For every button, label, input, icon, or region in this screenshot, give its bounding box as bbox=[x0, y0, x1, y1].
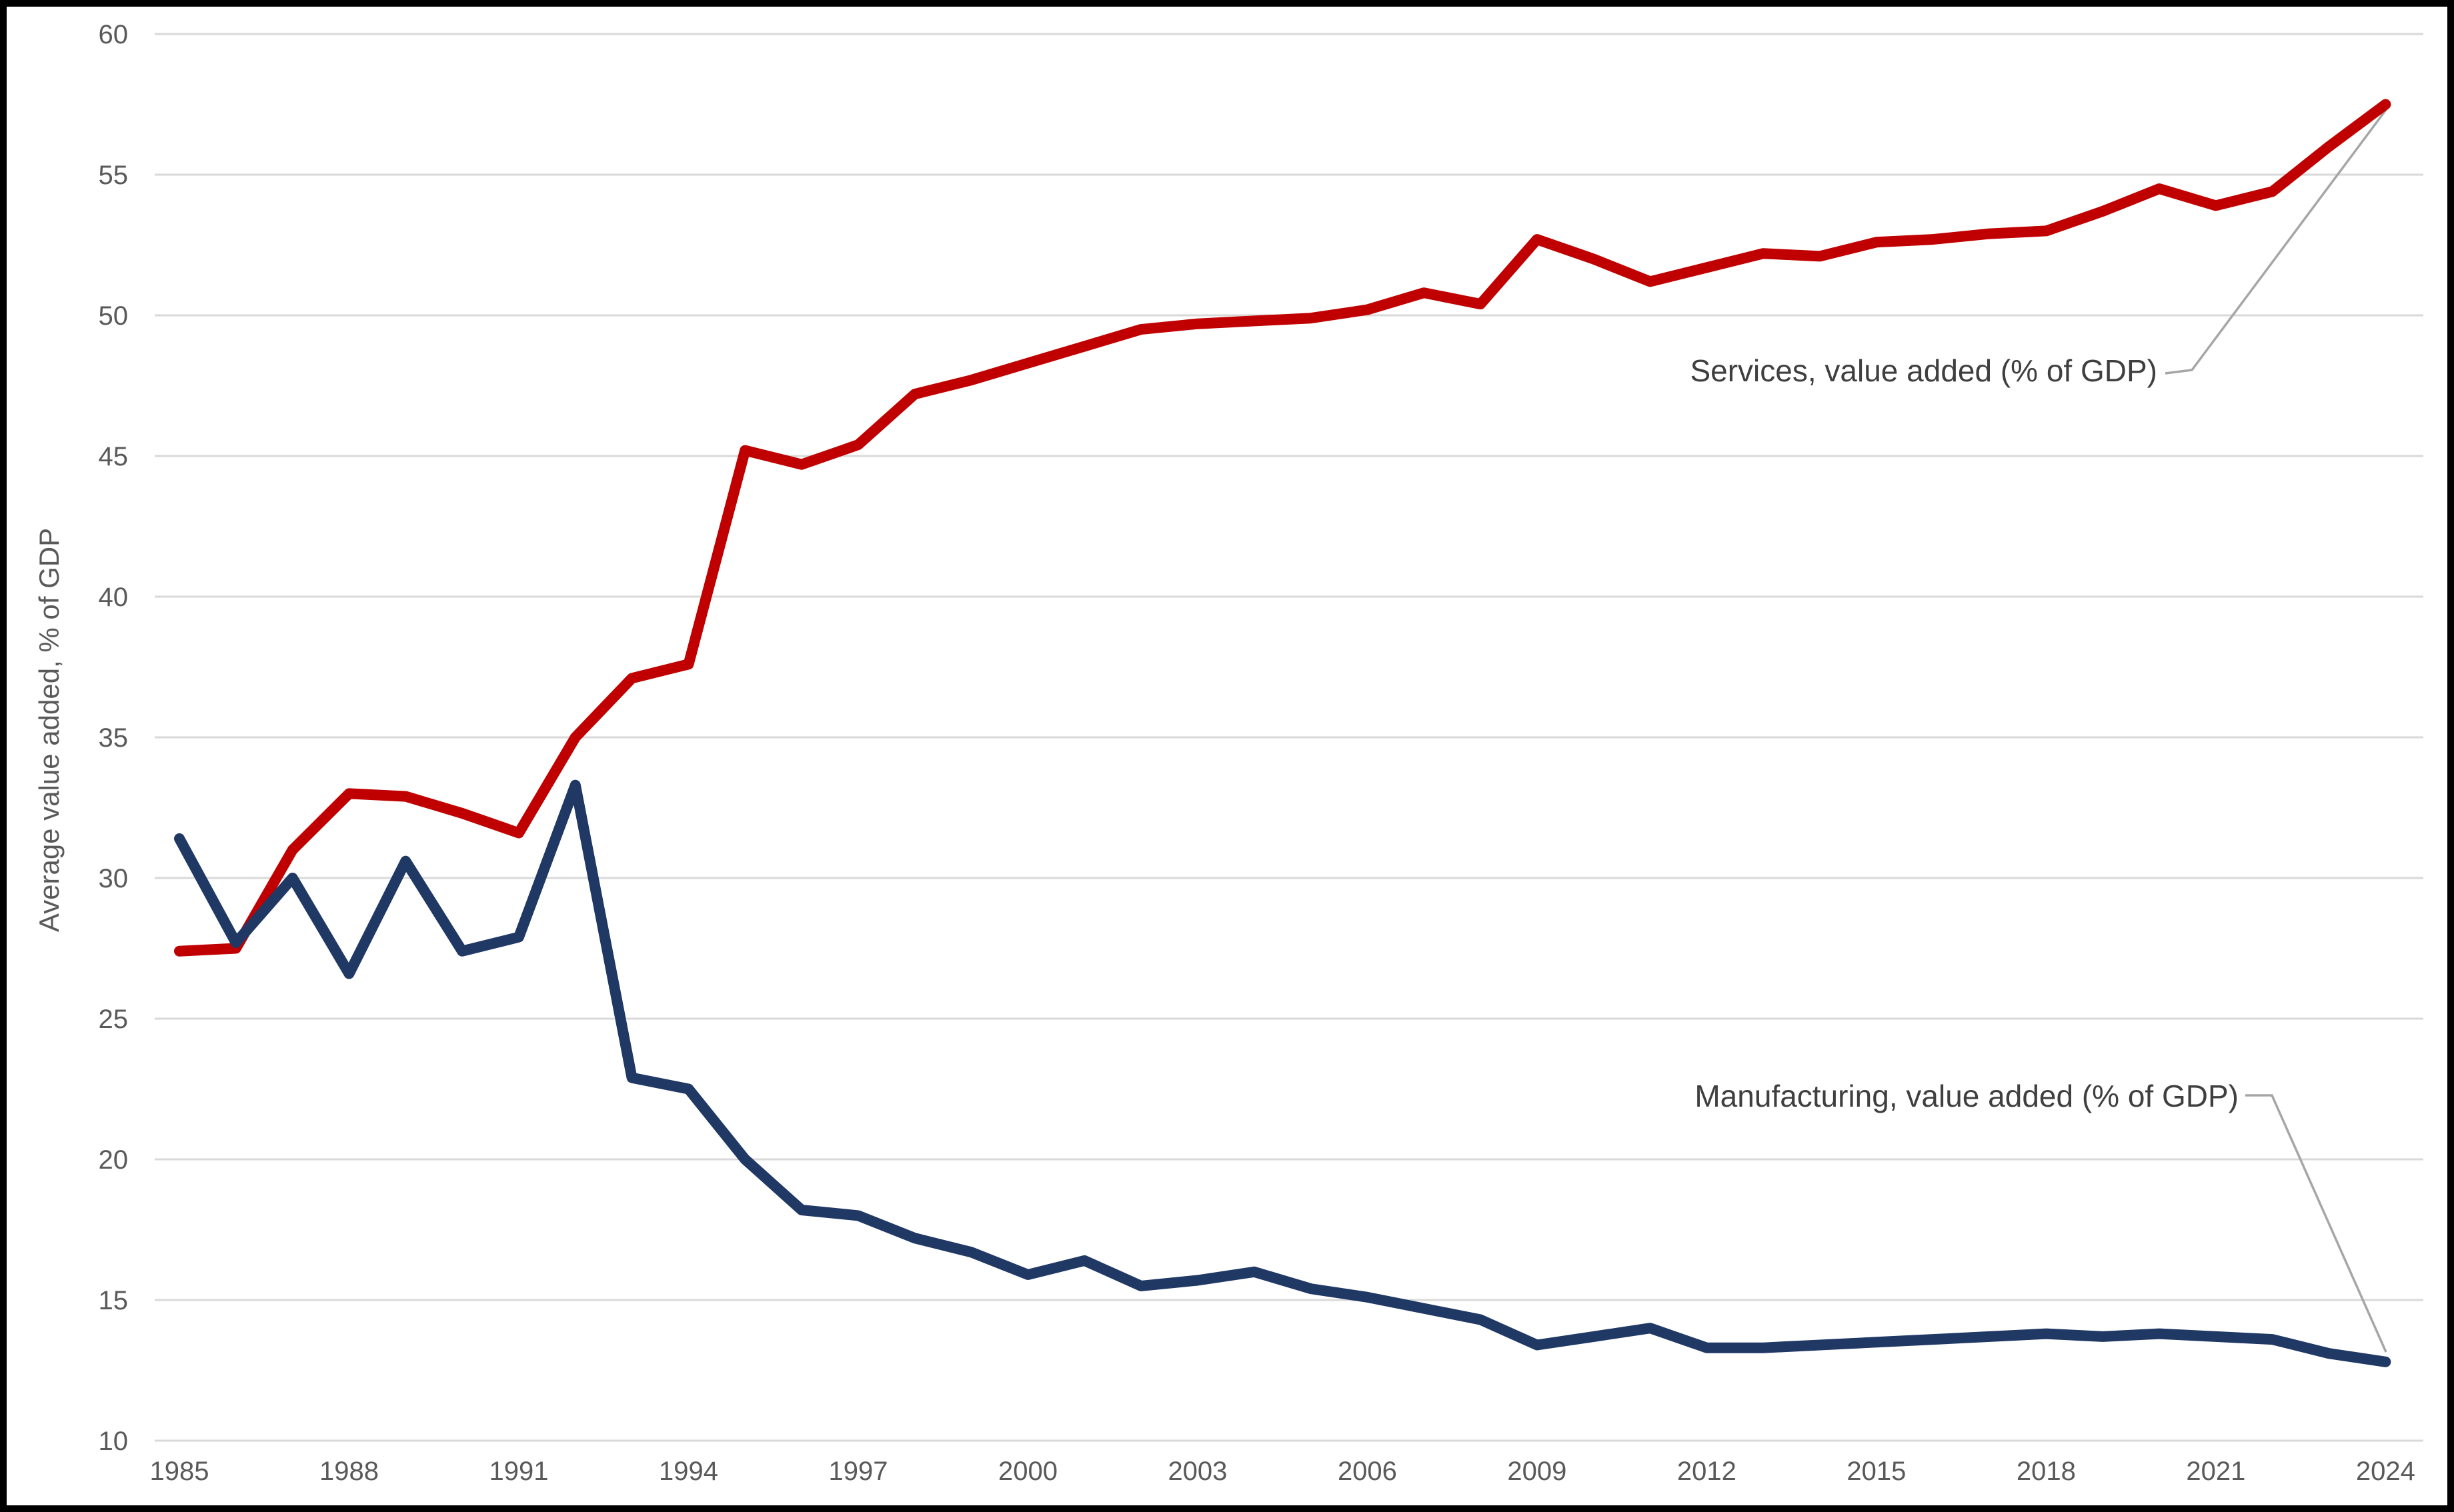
x-tick-label: 2021 bbox=[2186, 1457, 2245, 1486]
y-tick-label: 30 bbox=[99, 864, 129, 893]
y-tick-label: 55 bbox=[99, 161, 129, 190]
x-tick-label: 2009 bbox=[1507, 1457, 1566, 1486]
x-tick-label: 1988 bbox=[319, 1457, 379, 1486]
services-line bbox=[174, 99, 2391, 957]
y-tick-label: 45 bbox=[99, 442, 129, 471]
x-tick-label: 2015 bbox=[1847, 1457, 1906, 1486]
y-axis-tick-labels: 10 15 20 25 30 35 40 45 50 55 60 bbox=[99, 20, 129, 1456]
y-axis-title: Average value added, % of GDP bbox=[33, 528, 65, 932]
y-tick-label: 25 bbox=[99, 1005, 129, 1034]
x-tick-label: 1985 bbox=[150, 1457, 209, 1486]
manufacturing-series-label: Manufacturing, value added (% of GDP) bbox=[1694, 1079, 2239, 1113]
y-tick-label: 60 bbox=[99, 20, 129, 49]
manufacturing-leader-line bbox=[2245, 1094, 2387, 1353]
services-series-label: Services, value added (% of GDP) bbox=[1690, 353, 2157, 388]
x-tick-label: 1991 bbox=[489, 1457, 548, 1486]
x-tick-label: 2024 bbox=[2356, 1457, 2415, 1486]
x-tick-label: 2018 bbox=[2017, 1457, 2076, 1486]
y-tick-label: 15 bbox=[99, 1286, 129, 1315]
x-axis-tick-labels: 1985 1988 1991 1994 1997 2000 2003 2006 2009 2012… bbox=[150, 1457, 2415, 1486]
x-tick-label: 2000 bbox=[998, 1457, 1058, 1486]
y-tick-label: 20 bbox=[99, 1145, 129, 1175]
x-tick-label: 2006 bbox=[1338, 1457, 1397, 1486]
manufacturing-line bbox=[174, 779, 2391, 1367]
leader-lines-group bbox=[2165, 107, 2389, 1353]
series-lines-group bbox=[174, 99, 2391, 1367]
x-tick-label: 1997 bbox=[828, 1457, 888, 1486]
y-tick-label: 50 bbox=[99, 301, 129, 331]
y-tick-label: 40 bbox=[99, 583, 129, 612]
y-tick-label: 35 bbox=[99, 723, 129, 753]
x-tick-label: 2003 bbox=[1168, 1457, 1227, 1486]
x-tick-label: 2012 bbox=[1677, 1457, 1736, 1486]
x-tick-label: 1994 bbox=[659, 1457, 718, 1486]
services-leader-line bbox=[2165, 107, 2389, 375]
y-tick-label: 10 bbox=[99, 1427, 129, 1456]
